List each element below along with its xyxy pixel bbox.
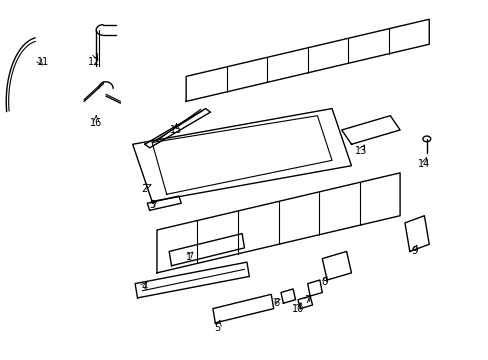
- Text: 13: 13: [354, 147, 366, 157]
- Text: 10: 10: [291, 303, 304, 314]
- Text: 12: 12: [87, 57, 100, 67]
- Text: 11: 11: [37, 57, 49, 67]
- Text: 3: 3: [149, 200, 155, 210]
- Text: 15: 15: [170, 125, 182, 135]
- Text: 1: 1: [185, 252, 191, 262]
- Text: 4: 4: [142, 282, 147, 292]
- Text: 6: 6: [272, 298, 279, 308]
- Text: 9: 9: [411, 247, 417, 256]
- Text: 14: 14: [417, 159, 429, 169]
- Text: 7: 7: [304, 295, 310, 305]
- Text: 16: 16: [90, 118, 102, 128]
- Text: 8: 8: [321, 277, 327, 287]
- Text: 5: 5: [214, 323, 221, 333]
- Text: 2: 2: [142, 184, 148, 194]
